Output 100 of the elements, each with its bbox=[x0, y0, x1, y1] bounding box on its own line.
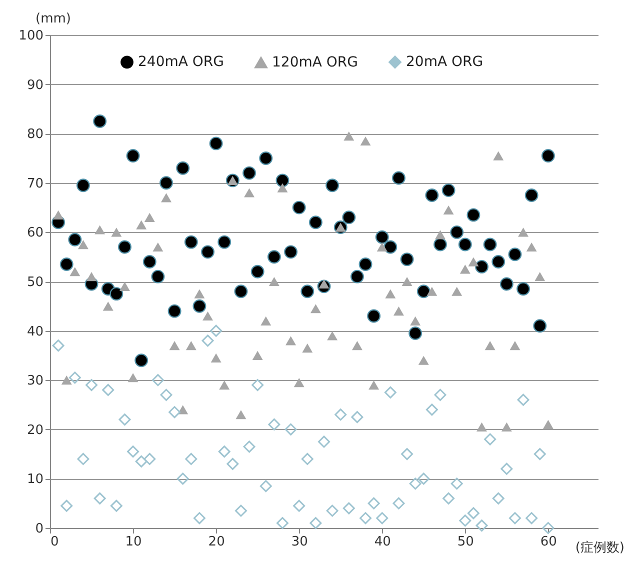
point bbox=[202, 311, 213, 321]
point bbox=[418, 472, 430, 485]
point bbox=[508, 248, 522, 262]
point bbox=[476, 422, 487, 432]
point bbox=[542, 420, 554, 430]
point bbox=[466, 208, 480, 222]
point bbox=[176, 161, 190, 175]
y-tick-label: 30 bbox=[26, 374, 44, 389]
point bbox=[52, 340, 64, 352]
point bbox=[375, 230, 389, 244]
point bbox=[533, 319, 547, 333]
point bbox=[385, 289, 396, 298]
x-tick-label: 10 bbox=[125, 534, 142, 550]
point bbox=[409, 478, 422, 490]
y-tick-label: 80 bbox=[26, 127, 44, 142]
point bbox=[284, 423, 297, 436]
point bbox=[236, 410, 246, 420]
point bbox=[127, 446, 140, 458]
point bbox=[351, 411, 364, 424]
point bbox=[126, 149, 140, 162]
point bbox=[500, 462, 513, 475]
point bbox=[268, 276, 280, 286]
point bbox=[226, 458, 239, 470]
point bbox=[111, 228, 122, 237]
point bbox=[68, 372, 81, 384]
point bbox=[450, 478, 463, 490]
point bbox=[169, 341, 180, 350]
point bbox=[318, 436, 330, 448]
point bbox=[442, 184, 456, 198]
point bbox=[210, 324, 222, 337]
point bbox=[276, 174, 290, 188]
point bbox=[368, 380, 380, 390]
point bbox=[267, 250, 281, 264]
point bbox=[516, 282, 530, 296]
point bbox=[392, 497, 405, 510]
point bbox=[250, 264, 264, 278]
point bbox=[334, 408, 347, 421]
point bbox=[76, 178, 90, 192]
point bbox=[86, 272, 97, 282]
point bbox=[384, 240, 398, 254]
point bbox=[443, 205, 454, 215]
point bbox=[376, 242, 388, 252]
point bbox=[467, 507, 480, 520]
point bbox=[492, 255, 506, 268]
point bbox=[401, 448, 414, 460]
y-tick-label: 0 bbox=[35, 522, 44, 536]
point bbox=[234, 504, 247, 517]
point bbox=[118, 240, 132, 254]
point bbox=[284, 245, 298, 259]
point bbox=[384, 386, 396, 398]
point bbox=[327, 331, 338, 340]
y-tick-label: 70 bbox=[26, 176, 44, 192]
point bbox=[61, 376, 72, 385]
point bbox=[517, 394, 530, 406]
point bbox=[300, 284, 314, 298]
point bbox=[392, 171, 406, 185]
point bbox=[501, 422, 512, 432]
point bbox=[302, 344, 313, 353]
point bbox=[68, 232, 82, 246]
point bbox=[418, 356, 429, 365]
point bbox=[475, 260, 488, 274]
y-tick-label: 100 bbox=[18, 28, 44, 44]
point bbox=[368, 497, 380, 510]
point bbox=[276, 517, 288, 530]
point bbox=[60, 500, 73, 512]
point bbox=[459, 514, 472, 527]
point bbox=[326, 504, 338, 517]
point bbox=[526, 512, 538, 524]
point bbox=[161, 193, 172, 202]
point bbox=[308, 216, 322, 230]
point bbox=[134, 354, 148, 368]
point bbox=[268, 418, 280, 430]
point bbox=[93, 114, 107, 128]
x-tick-label: 40 bbox=[374, 534, 391, 550]
point bbox=[524, 188, 538, 202]
point bbox=[110, 287, 124, 301]
point bbox=[260, 480, 272, 492]
point bbox=[344, 132, 354, 141]
point bbox=[310, 517, 322, 530]
point bbox=[360, 512, 372, 524]
point bbox=[142, 255, 156, 268]
point bbox=[450, 225, 464, 239]
legend-label: 240mA ORG bbox=[138, 54, 224, 70]
point bbox=[426, 286, 438, 296]
y-tick-label: 60 bbox=[26, 226, 44, 241]
point bbox=[350, 270, 364, 284]
point bbox=[294, 378, 304, 388]
point bbox=[402, 276, 412, 286]
point bbox=[151, 270, 165, 284]
point bbox=[493, 151, 504, 160]
point bbox=[426, 404, 438, 416]
point bbox=[144, 212, 155, 222]
point bbox=[186, 341, 196, 350]
point bbox=[318, 279, 330, 289]
point bbox=[219, 380, 230, 390]
x-axis-title: (症例数) bbox=[575, 540, 624, 556]
point bbox=[358, 258, 372, 271]
point bbox=[342, 502, 355, 514]
point bbox=[492, 492, 504, 504]
point bbox=[508, 512, 521, 524]
